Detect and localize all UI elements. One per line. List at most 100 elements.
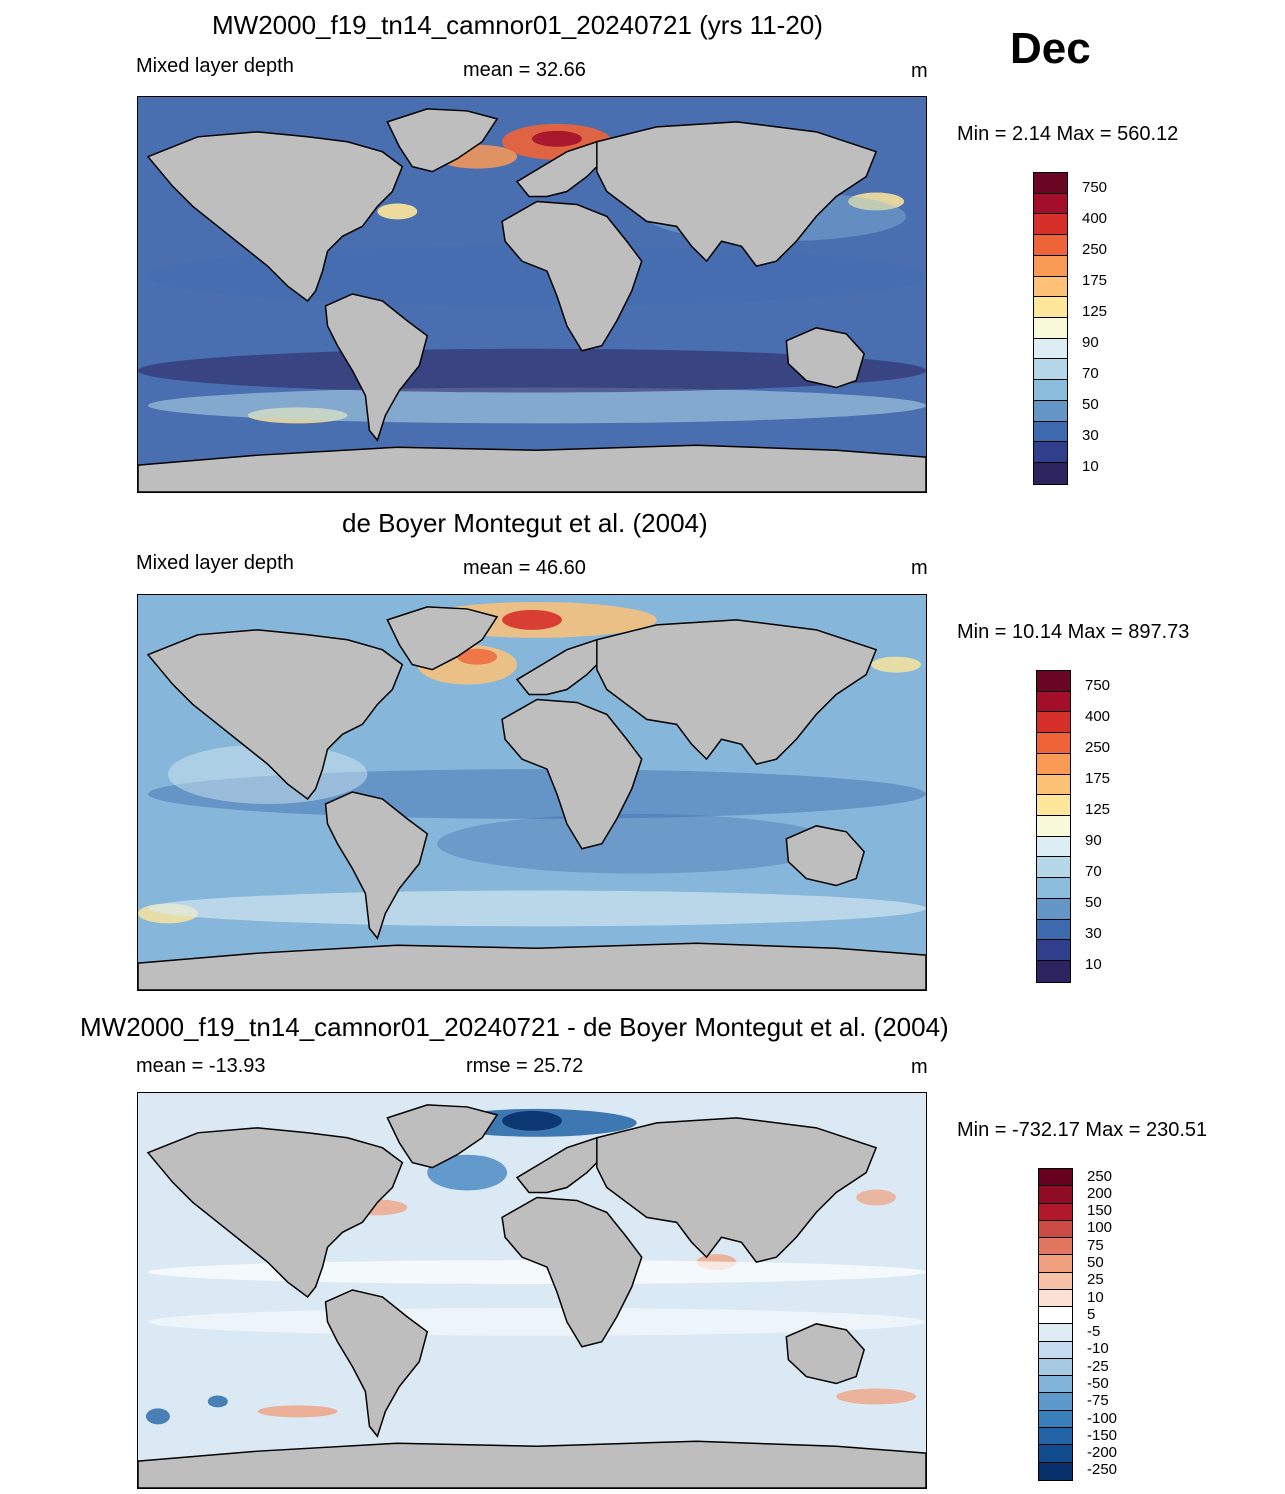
colorbar-segment xyxy=(1034,421,1067,443)
panel-1-units-label: m xyxy=(911,60,928,82)
field-patch xyxy=(437,813,837,874)
landmass xyxy=(596,121,878,267)
landmass xyxy=(386,1104,499,1169)
colorbar-segment xyxy=(1034,400,1067,422)
colorbar-tick-label: 50 xyxy=(1087,1254,1104,1272)
field-patch xyxy=(257,1405,338,1418)
colorbar-tick-label: -150 xyxy=(1087,1426,1118,1444)
colorbar-segment xyxy=(1037,816,1070,837)
colorbar-segment xyxy=(1039,1307,1072,1325)
panel-1-world-map xyxy=(138,97,926,492)
colorbar-segment xyxy=(1039,1445,1072,1463)
colorbar-tick-label: 90 xyxy=(1082,334,1099,352)
colorbar-segment xyxy=(1037,753,1070,775)
landmass xyxy=(596,1117,878,1263)
colorbar-tick-label: 50 xyxy=(1082,396,1099,414)
colorbar-tick-label: 10 xyxy=(1085,956,1102,974)
colorbar-tick-label: -50 xyxy=(1087,1374,1109,1392)
colorbar-segment xyxy=(1037,795,1070,817)
field-patch xyxy=(138,348,926,393)
colorbar-segment xyxy=(1039,1341,1072,1359)
panel-2-variable-label: Mixed layer depth xyxy=(136,552,294,574)
colorbar-tick-label: -75 xyxy=(1087,1392,1109,1410)
colorbar-tick-label: 250 xyxy=(1087,1167,1113,1185)
landmass xyxy=(785,1323,865,1385)
colorbar-segment xyxy=(1034,338,1067,360)
panel-3-map xyxy=(137,1092,927,1489)
colorbar-tick-label: 175 xyxy=(1085,769,1111,787)
panel-3-title: MW2000_f19_tn14_camnor01_20240721 - de B… xyxy=(80,1012,949,1042)
colorbar-tick-label: -200 xyxy=(1087,1444,1118,1462)
landmass xyxy=(138,444,926,492)
colorbar-tick-label: 70 xyxy=(1082,365,1099,383)
panel-2-title: de Boyer Montegut et al. (2004) xyxy=(342,508,708,538)
landmass xyxy=(501,200,643,352)
colorbar-segment xyxy=(1039,1169,1072,1187)
field-patch xyxy=(147,246,926,306)
panel-1-variable-label: Mixed layer depth xyxy=(136,55,294,77)
landmass xyxy=(501,1196,643,1348)
panel-3-world-map xyxy=(138,1093,926,1488)
colorbar-tick-label: 30 xyxy=(1085,925,1102,943)
landmass xyxy=(596,619,878,765)
colorbar-segment xyxy=(1034,380,1067,401)
colorbar-segment xyxy=(1037,774,1070,796)
colorbar-segment xyxy=(1039,1289,1072,1308)
colorbar-tick-label: -10 xyxy=(1087,1340,1109,1358)
colorbar-tick-label: 90 xyxy=(1085,832,1102,850)
panel-2-map xyxy=(137,594,927,991)
colorbar-tick-label: 30 xyxy=(1082,427,1099,445)
panel-1-minmax: Min = 2.14 Max = 560.12 xyxy=(957,123,1179,145)
colorbar-tick-label: 25 xyxy=(1087,1271,1104,1289)
colorbar-tick-label: 200 xyxy=(1087,1184,1113,1202)
colorbar-tick-label: 400 xyxy=(1085,707,1111,725)
colorbar-segment xyxy=(1037,671,1070,692)
colorbar-segment xyxy=(1037,919,1070,941)
field-patch xyxy=(856,1189,897,1206)
colorbar-segment xyxy=(1039,1220,1072,1239)
month-label: Dec xyxy=(1010,24,1091,73)
panel-3-mean-label: mean = -13.93 xyxy=(136,1055,266,1077)
colorbar-tick-label: 5 xyxy=(1087,1305,1096,1323)
panel-1-mean-label: mean = 32.66 xyxy=(463,59,586,81)
colorbar-tick-label: 50 xyxy=(1085,894,1102,912)
colorbar-tick-label: -5 xyxy=(1087,1323,1101,1341)
panel-1-map xyxy=(137,96,927,493)
colorbar-segment xyxy=(1034,214,1067,236)
field-patch xyxy=(147,1260,926,1285)
colorbar-segment xyxy=(1037,733,1070,754)
colorbar-segment xyxy=(1037,712,1070,734)
colorbar-tick-label: 100 xyxy=(1087,1219,1113,1237)
colorbar-segment xyxy=(1039,1393,1072,1411)
panel-2-world-map xyxy=(138,595,926,990)
colorbar-tick-label: -25 xyxy=(1087,1357,1109,1375)
colorbar-segment xyxy=(1037,898,1070,920)
landmass xyxy=(785,825,865,887)
colorbar-segment xyxy=(1037,961,1070,982)
colorbar-tick-label: -100 xyxy=(1087,1409,1118,1427)
colorbar-segment xyxy=(1034,442,1067,464)
panel-1-title: MW2000_f19_tn14_camnor01_20240721 (yrs 1… xyxy=(212,10,823,40)
colorbar-tick-label: 175 xyxy=(1082,271,1108,289)
landmass xyxy=(386,108,499,173)
colorbar-segment xyxy=(1039,1255,1072,1273)
colorbar-segment xyxy=(1037,857,1070,879)
colorbar-segment xyxy=(1039,1203,1072,1221)
landmass xyxy=(324,1289,429,1438)
colorbar-segment xyxy=(1037,691,1070,713)
panel-1-colorbar xyxy=(1033,172,1068,485)
colorbar-tick-label: 70 xyxy=(1085,863,1102,881)
landmass xyxy=(324,791,429,940)
colorbar-segment xyxy=(1039,1410,1072,1428)
field-patch xyxy=(147,387,926,424)
colorbar-tick-label: 250 xyxy=(1085,738,1111,756)
panel-3-colorbar xyxy=(1038,1168,1073,1481)
colorbar-tick-label: 400 xyxy=(1082,209,1108,227)
field-patch xyxy=(848,192,905,211)
field-patch xyxy=(502,1110,562,1131)
landmass xyxy=(146,629,404,800)
colorbar-segment xyxy=(1034,297,1067,319)
colorbar-tick-label: -250 xyxy=(1087,1461,1118,1479)
colorbar-segment xyxy=(1039,1186,1072,1204)
panel-2-colorbar xyxy=(1036,670,1071,983)
